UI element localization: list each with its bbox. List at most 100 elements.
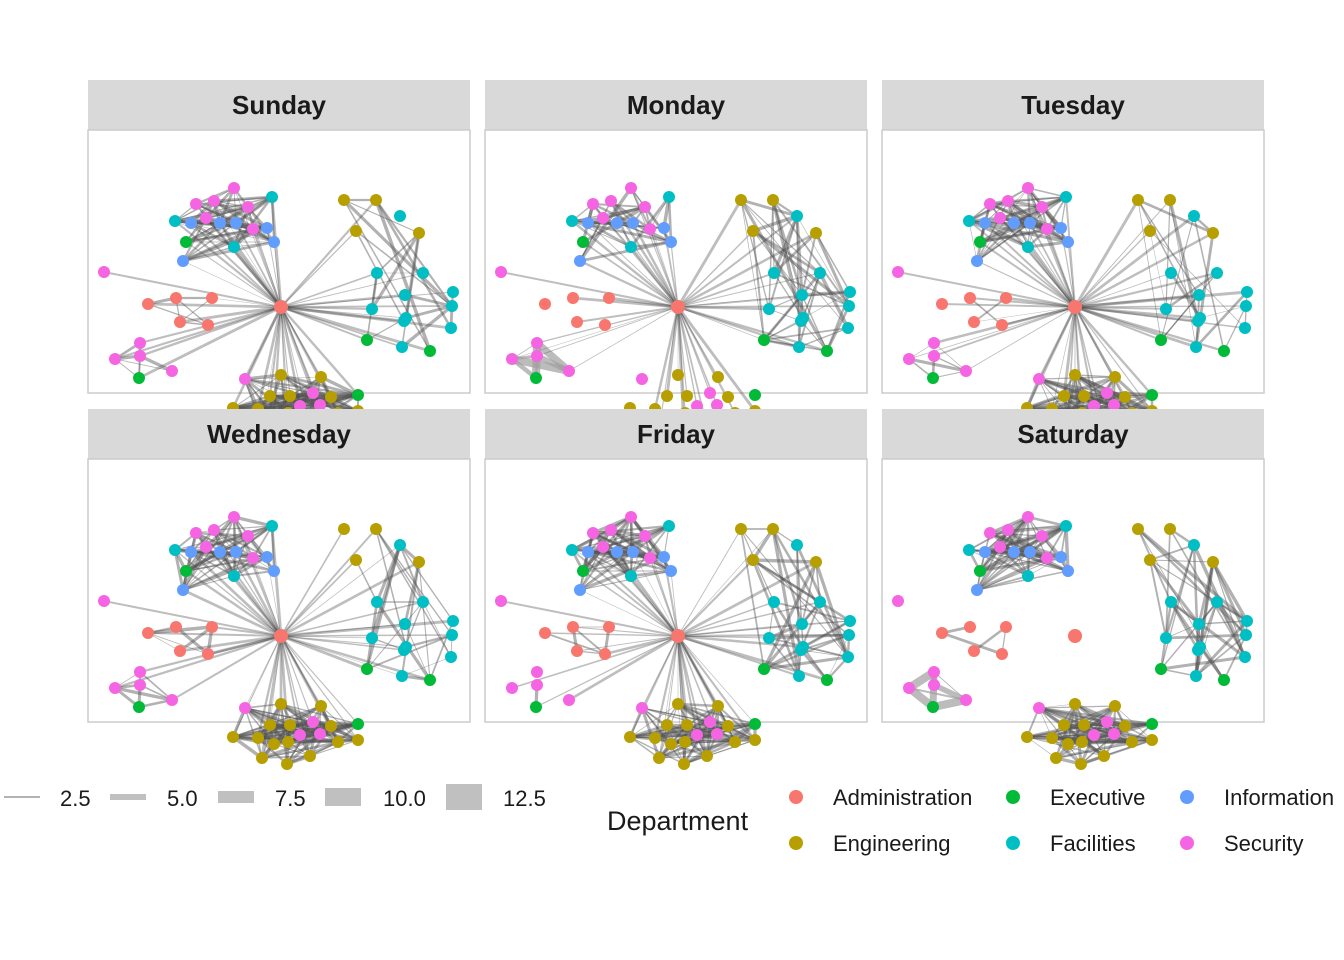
network-edge [233, 535, 249, 577]
network-node [903, 353, 915, 365]
network-node [796, 289, 808, 301]
network-node [134, 679, 146, 691]
network-edge [194, 531, 250, 538]
network-edge [1169, 600, 1226, 682]
network-node [1000, 292, 1012, 304]
network-node [1078, 390, 1090, 402]
hub-edge [190, 551, 282, 637]
hub-edge [677, 601, 821, 637]
network-node [352, 389, 364, 401]
network-node [1008, 546, 1020, 558]
network-edge [609, 528, 673, 573]
network-edge [1136, 527, 1248, 637]
network-edge [400, 560, 421, 678]
network-edge [233, 241, 275, 248]
network-node [636, 702, 648, 714]
network-node [185, 217, 197, 229]
network-node [242, 201, 254, 213]
hub-edge [1074, 306, 1095, 407]
network-edge [273, 743, 311, 757]
hub-edge [677, 306, 711, 394]
network-node [1033, 373, 1045, 385]
network-edge [751, 229, 822, 275]
network-edge [628, 723, 669, 739]
hub-edge [630, 187, 679, 308]
network-edge [261, 755, 311, 759]
network-edge [184, 195, 274, 244]
network-edge [1066, 720, 1109, 746]
network-edge [658, 734, 698, 759]
network-node [366, 303, 378, 315]
hub-edge [641, 635, 679, 709]
network-node [1022, 570, 1034, 582]
hub-edge [1074, 231, 1214, 309]
network-edge [999, 535, 1043, 548]
network-edge [570, 528, 613, 552]
network-edge [814, 231, 851, 308]
hub-edge [280, 528, 377, 637]
hub-edge [677, 620, 851, 637]
network-node [282, 736, 294, 748]
hub-edge [280, 635, 373, 639]
hub-edge [147, 631, 282, 638]
network-node [1119, 391, 1131, 403]
network-edge [174, 220, 235, 248]
network-edge [1080, 733, 1115, 765]
network-node [284, 390, 296, 402]
facet-strip [882, 409, 1264, 459]
network-node [1241, 615, 1253, 627]
network-node [1119, 720, 1131, 732]
hub-edge [1074, 290, 1248, 309]
hub-edge [1074, 272, 1172, 308]
hub-edge [571, 220, 679, 308]
hub-edge [114, 305, 282, 361]
network-node [180, 565, 192, 577]
network-node [98, 266, 110, 278]
network-edge [273, 703, 282, 745]
hub-edge [677, 528, 742, 637]
network-edge [289, 376, 322, 397]
network-edge [629, 240, 673, 249]
network-node [166, 694, 178, 706]
hub-edge [182, 588, 282, 638]
network-node [398, 644, 410, 656]
network-edge [752, 230, 803, 296]
network-node [338, 523, 350, 535]
network-node [1160, 303, 1172, 315]
hub-edge [677, 623, 803, 637]
network-edge [1062, 704, 1117, 727]
network-edge [798, 327, 849, 348]
hub-edge [268, 306, 283, 397]
network-node [531, 666, 543, 678]
network-edge [270, 195, 276, 244]
facet-panel: Tuesday [881, 80, 1265, 441]
network-edge [370, 231, 421, 311]
network-edge [374, 198, 432, 353]
hub-edge [179, 305, 282, 324]
hub-edge [677, 560, 817, 638]
network-node [810, 556, 822, 568]
network-edge [1168, 198, 1200, 323]
network-node [971, 255, 983, 267]
network-edge [173, 548, 222, 554]
network-edge [1063, 724, 1126, 727]
network-node [208, 195, 220, 207]
hub-node [1068, 300, 1082, 314]
network-edge [1066, 702, 1077, 746]
network-edge [975, 556, 1049, 592]
network-edge [232, 555, 269, 578]
hub-edge [677, 272, 821, 308]
network-edge [751, 527, 775, 562]
network-node [413, 227, 425, 239]
network-edge [1160, 272, 1218, 341]
hub-edge [999, 217, 1076, 308]
network-edge [185, 222, 237, 243]
network-edge [256, 404, 302, 411]
color-legend-title: Department [607, 806, 749, 836]
hub-edge [1012, 222, 1077, 308]
network-edge [1026, 515, 1068, 528]
network-edge [1083, 376, 1116, 397]
hub-edge [280, 635, 405, 651]
network-edge [232, 374, 282, 409]
network-edge [975, 515, 1030, 592]
